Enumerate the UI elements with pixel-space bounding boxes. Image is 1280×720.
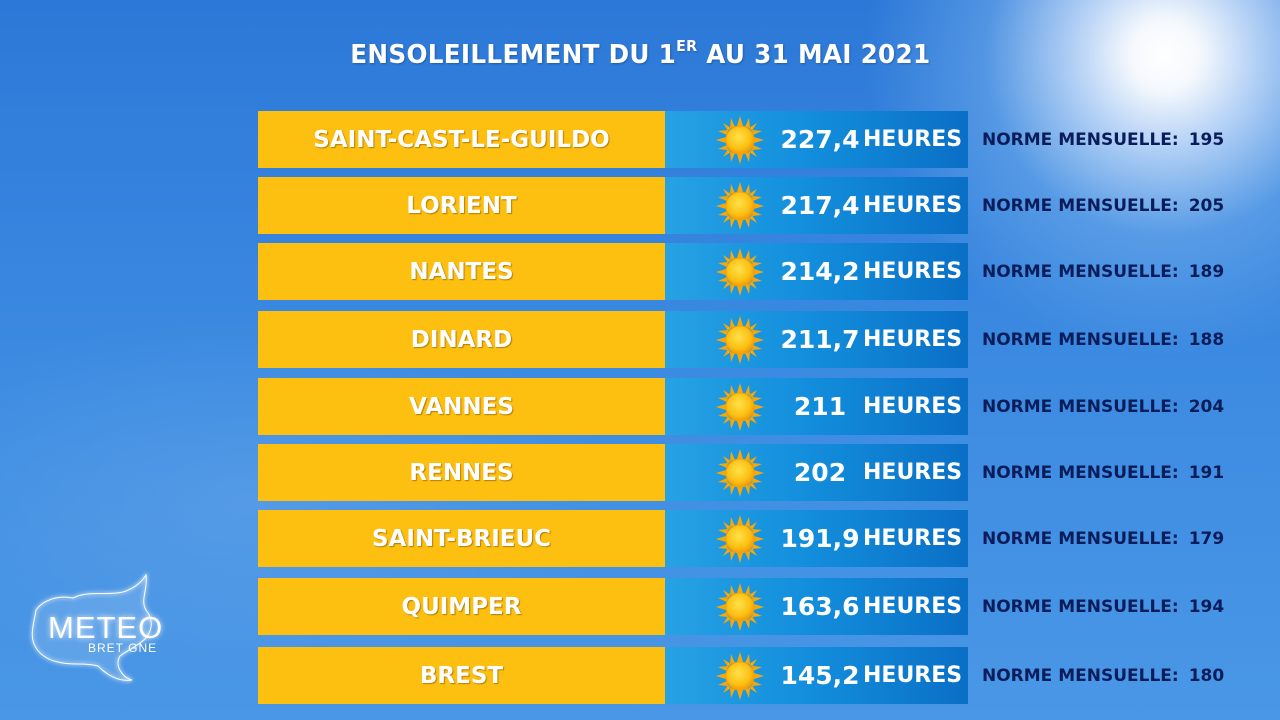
table-row: VANNES 211 HEURES NORME MENSUELLE: 204 bbox=[258, 378, 1258, 435]
norm-label: NORME MENSUELLE: bbox=[982, 195, 1179, 216]
hours-unit: HEURES bbox=[863, 127, 963, 152]
norm-label: NORME MENSUELLE: bbox=[982, 596, 1179, 617]
city-name: RENNES bbox=[258, 444, 665, 501]
hours-unit: HEURES bbox=[863, 460, 963, 485]
city-name: DINARD bbox=[258, 311, 665, 368]
sun-icon bbox=[715, 582, 765, 632]
logo-sub-text: BRET GNE bbox=[88, 641, 158, 655]
hours-unit: HEURES bbox=[863, 663, 963, 688]
norm-value: 180 bbox=[1188, 665, 1225, 686]
title-part-1: ENSOLEILLEMENT DU 1 bbox=[349, 40, 676, 70]
sunshine-hours-value: 191,9 bbox=[780, 524, 860, 553]
norm-value: 195 bbox=[1188, 129, 1225, 150]
hours-unit: HEURES bbox=[863, 327, 963, 352]
city-name: LORIENT bbox=[258, 177, 665, 234]
title-superscript: ER bbox=[675, 37, 697, 55]
monthly-norm: NORME MENSUELLE: 194 bbox=[982, 578, 1224, 635]
table-row: NANTES 214,2 HEURES NORME MENSUELLE: 189 bbox=[258, 243, 1258, 300]
norm-value: 188 bbox=[1188, 329, 1225, 350]
sun-icon bbox=[715, 115, 765, 165]
meteo-bretagne-logo bbox=[31, 572, 152, 682]
value-box: 214,2 HEURES bbox=[665, 243, 968, 300]
norm-value: 205 bbox=[1188, 195, 1225, 216]
value-box: 163,6 HEURES bbox=[665, 578, 968, 635]
sunshine-hours-value: 145,2 bbox=[780, 661, 860, 690]
norm-label: NORME MENSUELLE: bbox=[982, 528, 1179, 549]
sun-icon bbox=[715, 315, 765, 365]
sunshine-hours-value: 163,6 bbox=[780, 592, 860, 621]
monthly-norm: NORME MENSUELLE: 205 bbox=[982, 177, 1224, 234]
norm-label: NORME MENSUELLE: bbox=[982, 261, 1179, 282]
hours-unit: HEURES bbox=[863, 594, 963, 619]
monthly-norm: NORME MENSUELLE: 180 bbox=[982, 647, 1224, 704]
sunshine-hours-value: 211 bbox=[793, 392, 847, 421]
monthly-norm: NORME MENSUELLE: 191 bbox=[982, 444, 1224, 501]
table-row: BREST 145,2 HEURES NORME MENSUELLE: 180 bbox=[258, 647, 1258, 704]
city-name: SAINT-BRIEUC bbox=[258, 510, 665, 567]
norm-label: NORME MENSUELLE: bbox=[982, 396, 1179, 417]
monthly-norm: NORME MENSUELLE: 195 bbox=[982, 111, 1224, 168]
norm-value: 189 bbox=[1188, 261, 1225, 282]
norm-value: 179 bbox=[1188, 528, 1225, 549]
sun-icon bbox=[715, 247, 765, 297]
city-name: VANNES bbox=[258, 378, 665, 435]
monthly-norm: NORME MENSUELLE: 179 bbox=[982, 510, 1224, 567]
norm-label: NORME MENSUELLE: bbox=[982, 329, 1179, 350]
norm-value: 191 bbox=[1188, 462, 1225, 483]
norm-label: NORME MENSUELLE: bbox=[982, 129, 1179, 150]
city-name: BREST bbox=[258, 647, 665, 704]
monthly-norm: NORME MENSUELLE: 204 bbox=[982, 378, 1224, 435]
hours-unit: HEURES bbox=[863, 259, 963, 284]
value-box: 217,4 HEURES bbox=[665, 177, 968, 234]
value-box: 145,2 HEURES bbox=[665, 647, 968, 704]
sun-icon bbox=[715, 448, 765, 498]
table-row: LORIENT 217,4 HEURES NORME MENSUELLE: 205 bbox=[258, 177, 1258, 234]
sunshine-hours-value: 214,2 bbox=[780, 257, 860, 286]
norm-label: NORME MENSUELLE: bbox=[982, 462, 1179, 483]
title-part-2: AU 31 MAI 2021 bbox=[696, 40, 931, 70]
hours-unit: HEURES bbox=[863, 526, 963, 551]
city-name: SAINT-CAST-LE-GUILDO bbox=[258, 111, 665, 168]
sunshine-hours-value: 211,7 bbox=[780, 325, 860, 354]
page-title: ENSOLEILLEMENT DU 1ER AU 31 MAI 2021 bbox=[0, 37, 1280, 70]
sunshine-hours-value: 202 bbox=[793, 458, 847, 487]
city-name: QUIMPER bbox=[258, 578, 665, 635]
table-row: DINARD 211,7 HEURES NORME MENSUELLE: 188 bbox=[258, 311, 1258, 368]
logo-main-text: METEO bbox=[48, 610, 164, 645]
hours-unit: HEURES bbox=[863, 394, 963, 419]
norm-value: 194 bbox=[1188, 596, 1225, 617]
hours-unit: HEURES bbox=[863, 193, 963, 218]
value-box: 211,7 HEURES bbox=[665, 311, 968, 368]
monthly-norm: NORME MENSUELLE: 189 bbox=[982, 243, 1224, 300]
value-box: 191,9 HEURES bbox=[665, 510, 968, 567]
norm-value: 204 bbox=[1188, 396, 1225, 417]
value-box: 211 HEURES bbox=[665, 378, 968, 435]
norm-label: NORME MENSUELLE: bbox=[982, 665, 1179, 686]
table-row: SAINT-CAST-LE-GUILDO 227,4 HEURES NORME … bbox=[258, 111, 1258, 168]
monthly-norm: NORME MENSUELLE: 188 bbox=[982, 311, 1224, 368]
value-box: 227,4 HEURES bbox=[665, 111, 968, 168]
table-row: RENNES 202 HEURES NORME MENSUELLE: 191 bbox=[258, 444, 1258, 501]
sunshine-hours-value: 227,4 bbox=[780, 125, 860, 154]
sun-icon bbox=[715, 382, 765, 432]
sun-icon bbox=[715, 651, 765, 701]
table-row: QUIMPER 163,6 HEURES NORME MENSUELLE: 194 bbox=[258, 578, 1258, 635]
sun-icon bbox=[715, 181, 765, 231]
table-row: SAINT-BRIEUC 191,9 HEURES NORME MENSUELL… bbox=[258, 510, 1258, 567]
sun-icon bbox=[715, 514, 765, 564]
value-box: 202 HEURES bbox=[665, 444, 968, 501]
city-name: NANTES bbox=[258, 243, 665, 300]
sunshine-hours-value: 217,4 bbox=[780, 191, 860, 220]
